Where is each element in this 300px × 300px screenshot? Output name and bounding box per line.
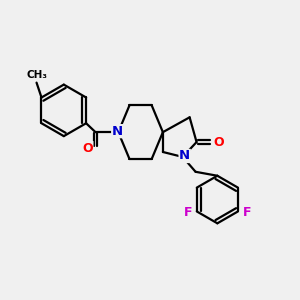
Text: N: N bbox=[179, 149, 190, 162]
Text: O: O bbox=[82, 142, 93, 154]
Text: O: O bbox=[213, 136, 224, 148]
Text: CH₃: CH₃ bbox=[26, 70, 47, 80]
Text: F: F bbox=[184, 206, 192, 219]
Text: N: N bbox=[112, 125, 123, 138]
Text: F: F bbox=[243, 206, 251, 219]
